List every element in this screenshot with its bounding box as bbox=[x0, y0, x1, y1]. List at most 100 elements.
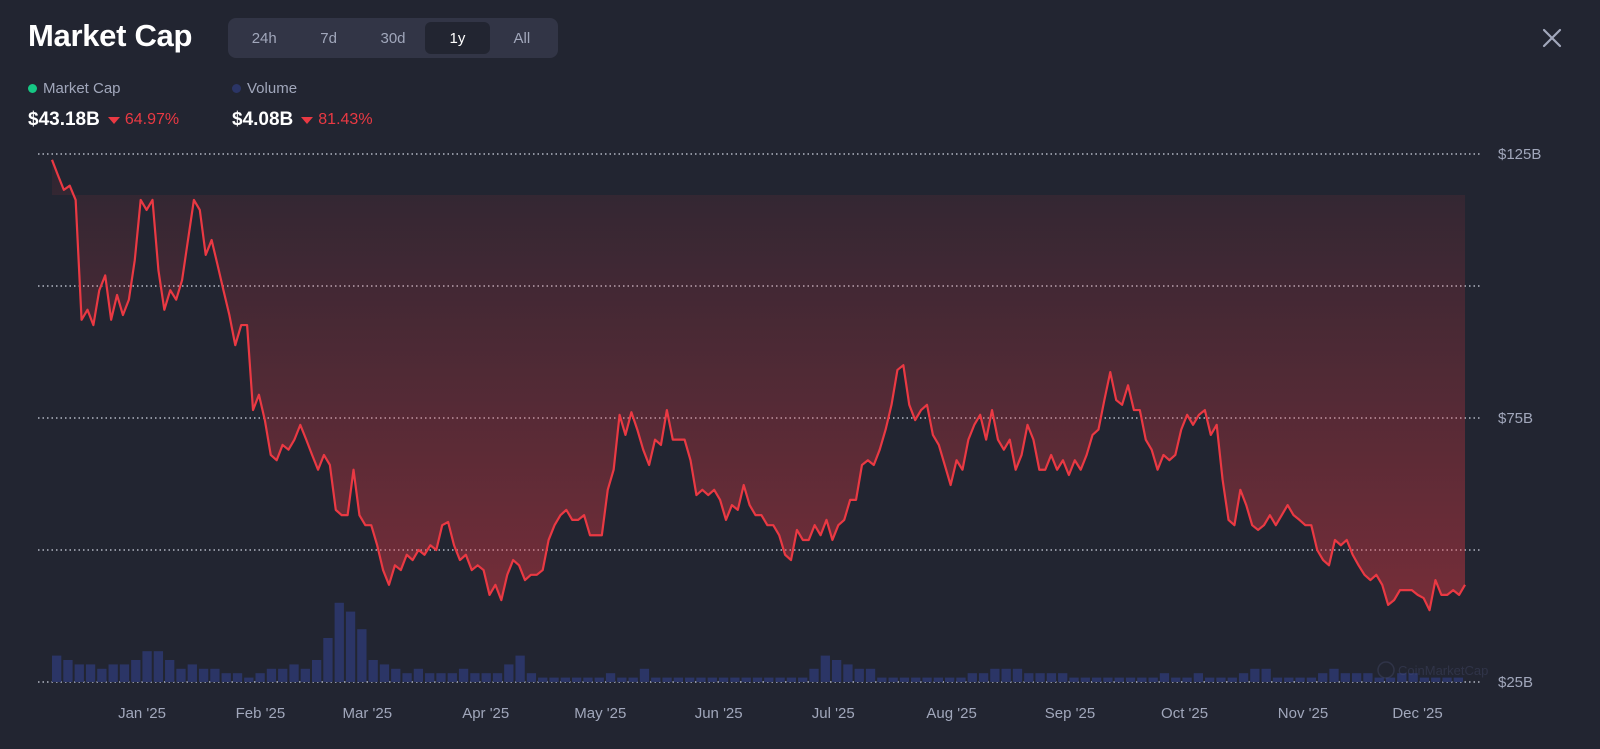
range-1y-button[interactable]: 1y bbox=[425, 22, 490, 54]
volume-bar bbox=[1171, 677, 1181, 682]
time-range-selector: 24h 7d 30d 1y All bbox=[228, 18, 558, 58]
volume-bar bbox=[809, 668, 819, 682]
volume-bar bbox=[504, 664, 514, 682]
volume-bar bbox=[1431, 677, 1441, 682]
volume-bar bbox=[289, 664, 299, 682]
volume-bar bbox=[1205, 677, 1215, 682]
volume-bar bbox=[334, 602, 344, 682]
volume-bar bbox=[1148, 677, 1158, 682]
volume-bar bbox=[1442, 677, 1452, 682]
volume-bar bbox=[854, 668, 864, 682]
volume-bar bbox=[1318, 673, 1328, 682]
volume-bar bbox=[413, 668, 424, 682]
volume-bar bbox=[108, 664, 118, 682]
volume-bar bbox=[515, 655, 525, 682]
x-tick-label: Feb '25 bbox=[236, 705, 286, 722]
volume-bar bbox=[323, 638, 333, 682]
volume-bar bbox=[97, 668, 107, 682]
volume-bar bbox=[673, 677, 684, 682]
volume-bar bbox=[764, 677, 774, 682]
x-tick-label: Oct '25 bbox=[1161, 705, 1208, 722]
volume-bar bbox=[662, 677, 672, 682]
x-tick-label: Aug '25 bbox=[926, 705, 976, 722]
range-all-button[interactable]: All bbox=[490, 22, 554, 54]
volume-bar bbox=[266, 668, 277, 682]
volume-bar bbox=[628, 677, 638, 682]
volume-bar bbox=[187, 664, 197, 682]
volume-bar bbox=[1091, 677, 1102, 682]
volume-bar bbox=[1058, 673, 1068, 682]
volume-bar bbox=[945, 677, 955, 682]
volume-bar bbox=[210, 668, 220, 682]
volume-bar bbox=[843, 664, 853, 682]
volume-bar bbox=[1001, 668, 1011, 682]
volume-bar bbox=[831, 660, 842, 682]
y-tick-label: $75B bbox=[1498, 410, 1533, 427]
volume-bar bbox=[1351, 673, 1362, 682]
volume-bar bbox=[1069, 677, 1079, 682]
volume-bar bbox=[888, 677, 898, 682]
volume-bar bbox=[1125, 677, 1136, 682]
volume-bar bbox=[865, 668, 876, 682]
volume-bar bbox=[922, 677, 932, 682]
caret-down-icon bbox=[301, 116, 314, 124]
volume-bar bbox=[1374, 677, 1384, 682]
volume-bar bbox=[492, 673, 503, 682]
market-cap-line bbox=[50, 159, 1466, 612]
volume-change: 81.43% bbox=[318, 111, 373, 128]
volume-bar bbox=[131, 660, 141, 682]
volume-bar bbox=[651, 677, 661, 682]
volume-bar bbox=[63, 660, 73, 682]
market-cap-area bbox=[52, 159, 1465, 611]
volume-bar bbox=[1103, 677, 1113, 682]
volume-bar bbox=[617, 677, 627, 682]
volume-bar bbox=[221, 673, 231, 682]
volume-bar bbox=[1250, 668, 1260, 682]
range-7d-button[interactable]: 7d bbox=[296, 22, 360, 54]
volume-bar bbox=[775, 677, 785, 682]
volume-bar bbox=[244, 677, 254, 682]
volume-bar bbox=[425, 673, 435, 682]
volume-bar bbox=[165, 660, 175, 682]
volume-bar bbox=[232, 673, 243, 682]
close-icon[interactable] bbox=[1540, 26, 1564, 50]
volume-bar bbox=[1193, 673, 1204, 682]
volume-bar bbox=[1159, 673, 1170, 682]
volume-bar bbox=[741, 677, 751, 682]
volume-bar bbox=[730, 677, 740, 682]
volume-bar bbox=[605, 673, 616, 682]
volume-bar bbox=[85, 664, 96, 682]
x-tick-label: Apr '25 bbox=[462, 705, 509, 722]
volume-bar bbox=[1408, 673, 1418, 682]
x-tick-label: Jun '25 bbox=[695, 705, 743, 722]
legend-volume[interactable]: Volume $4.08B 81.43% bbox=[232, 80, 373, 131]
volume-bar bbox=[379, 664, 390, 682]
volume-bar bbox=[1080, 677, 1090, 682]
volume-bar bbox=[1363, 673, 1373, 682]
volume-bar bbox=[877, 677, 887, 682]
range-30d-button[interactable]: 30d bbox=[361, 22, 425, 54]
volume-bar bbox=[368, 660, 378, 682]
volume-bar bbox=[1182, 677, 1192, 682]
volume-bar bbox=[481, 673, 491, 682]
x-tick-label: Nov '25 bbox=[1278, 705, 1328, 722]
y-tick-label: $125B bbox=[1498, 146, 1541, 163]
volume-bar bbox=[967, 673, 977, 682]
x-tick-label: Dec '25 bbox=[1392, 705, 1442, 722]
volume-bar bbox=[1137, 677, 1147, 682]
volume-bar bbox=[470, 673, 480, 682]
volume-bar bbox=[978, 673, 989, 682]
volume-bar bbox=[52, 655, 62, 682]
volume-bar bbox=[391, 668, 401, 682]
volume-bar bbox=[538, 677, 548, 682]
volume-dot-icon bbox=[232, 84, 241, 93]
market-cap-dot-icon bbox=[28, 84, 37, 93]
range-24h-button[interactable]: 24h bbox=[232, 22, 296, 54]
volume-bar bbox=[300, 668, 310, 682]
volume-bar bbox=[357, 629, 367, 682]
legend-market-cap[interactable]: Market Cap $43.18B 64.97% bbox=[28, 80, 179, 131]
volume-bar bbox=[311, 660, 322, 682]
volume-bar bbox=[119, 664, 130, 682]
volume-bar bbox=[1453, 677, 1463, 682]
